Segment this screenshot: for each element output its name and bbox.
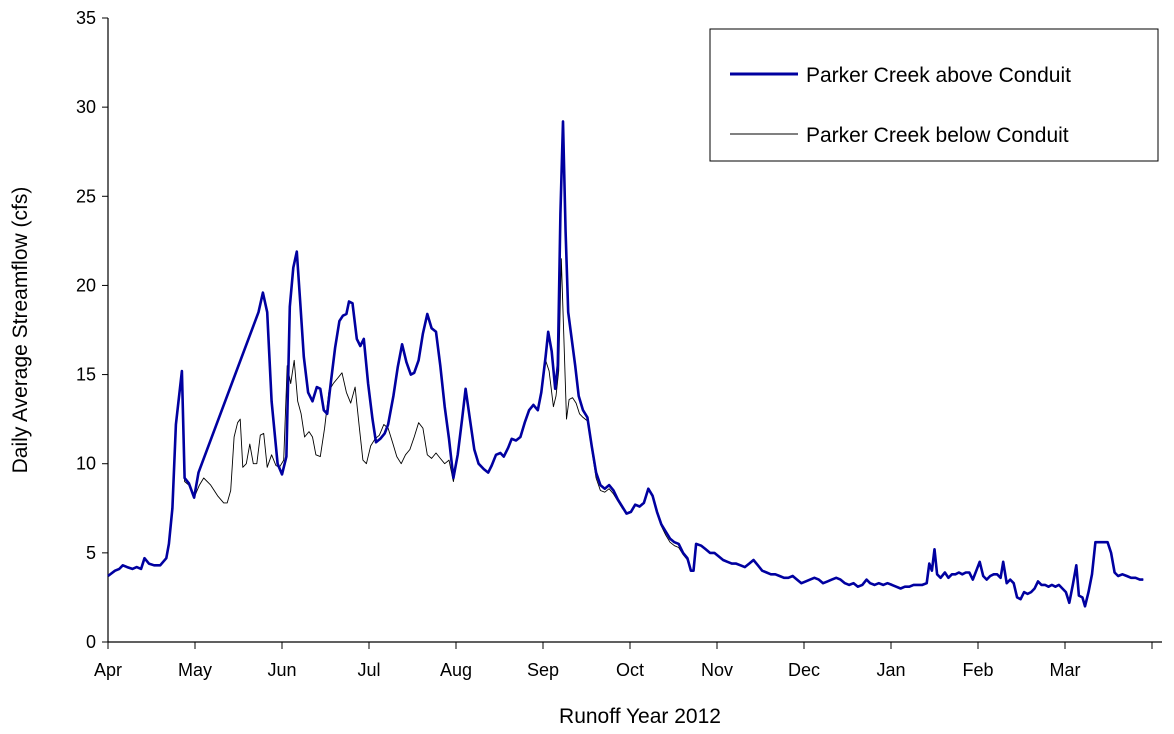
y-tick-label: 25 [76, 186, 96, 206]
legend: Parker Creek above Conduit Parker Creek … [709, 28, 1159, 162]
legend-box [709, 28, 1159, 162]
x-tick-label-dec: Dec [788, 660, 820, 680]
x-ticks: Apr May Jun Jul Aug Sep Oct Nov Dec Jan Feb Mar [94, 642, 1153, 680]
y-tick-label: 20 [76, 275, 96, 295]
y-axis-title: Daily Average Streamflow (cfs) [9, 187, 32, 474]
series-layer [107, 120, 1144, 608]
x-tick-label-nov: Nov [701, 660, 733, 680]
legend-label-above-conduit: Parker Creek above Conduit [806, 64, 1071, 87]
x-tick-label-feb: Feb [962, 660, 993, 680]
series-line-below-conduit [107, 258, 1144, 607]
x-axis-title: Runoff Year 2012 [559, 705, 721, 728]
y-ticks: 0 5 10 15 20 25 30 35 [76, 8, 108, 652]
y-tick-label: 30 [76, 97, 96, 117]
series-line-above-conduit [107, 120, 1144, 608]
y-tick-label: 35 [76, 8, 96, 28]
x-tick-label-mar: Mar [1050, 660, 1081, 680]
y-tick-label: 15 [76, 365, 96, 385]
x-tick-label-sep: Sep [527, 660, 559, 680]
x-tick-label-oct: Oct [616, 660, 644, 680]
y-tick-label: 0 [86, 632, 96, 652]
y-tick-label: 5 [86, 543, 96, 563]
x-tick-label-jan: Jan [876, 660, 905, 680]
x-tick-label-may: May [178, 660, 212, 680]
legend-label-below-conduit: Parker Creek below Conduit [806, 124, 1069, 147]
x-tick-label-jul: Jul [357, 660, 380, 680]
axes: 0 5 10 15 20 25 30 35 Apr May Jun Jul Aug Sep Oct Nov D… [76, 8, 1162, 680]
x-tick-label-aug: Aug [440, 660, 472, 680]
y-tick-label: 10 [76, 454, 96, 474]
x-tick-label-jun: Jun [267, 660, 296, 680]
x-tick-label-apr: Apr [94, 660, 122, 680]
